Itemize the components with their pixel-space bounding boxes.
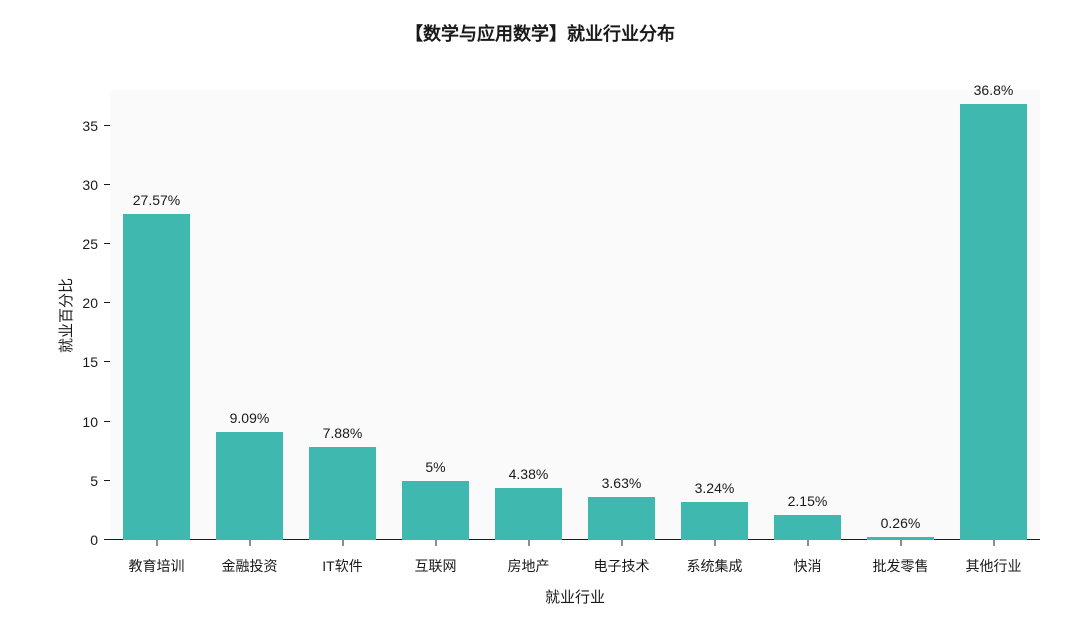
bar-value-label: 0.26% [881, 515, 921, 531]
bar-value-label: 36.8% [974, 82, 1014, 98]
x-tick-mark [900, 540, 901, 546]
x-tick-mark [249, 540, 250, 546]
bar: 3.24% [681, 502, 748, 540]
y-tick-mark [104, 125, 110, 126]
y-tick-mark [104, 539, 110, 540]
x-tick-label: 批发零售 [873, 556, 929, 576]
bar: 4.38% [495, 488, 562, 540]
bar: 27.57% [123, 214, 190, 540]
y-axis-label: 就业百分比 [55, 278, 76, 353]
x-tick-label: 互联网 [415, 556, 457, 576]
y-tick-mark [104, 480, 110, 481]
x-tick-label: 房地产 [508, 556, 550, 576]
x-tick-mark [342, 540, 343, 546]
x-tick-mark [435, 540, 436, 546]
y-tick-label: 35 [82, 118, 98, 134]
bar-value-label: 5% [425, 459, 445, 475]
bar: 7.88% [309, 447, 376, 540]
y-tick-label: 0 [90, 532, 98, 548]
bar: 2.15% [774, 515, 841, 540]
chart-title: 【数学与应用数学】就业行业分布 [0, 20, 1080, 46]
x-tick-mark [807, 540, 808, 546]
x-tick-mark [993, 540, 994, 546]
y-tick-mark [104, 302, 110, 303]
bar-value-label: 2.15% [788, 493, 828, 509]
bar: 3.63% [588, 497, 655, 540]
x-tick-label: 金融投资 [222, 556, 278, 576]
x-tick-mark [528, 540, 529, 546]
bar-value-label: 9.09% [230, 410, 270, 426]
x-tick-label: 电子技术 [594, 556, 650, 576]
x-tick-label: 系统集成 [687, 556, 743, 576]
y-tick-label: 20 [82, 295, 98, 311]
x-tick-label: IT软件 [322, 556, 362, 576]
y-tick-mark [104, 361, 110, 362]
bar: 9.09% [216, 432, 283, 540]
bar: 36.8% [960, 104, 1027, 540]
y-tick-label: 25 [82, 236, 98, 252]
plot-area: 0510152025303527.57%教育培训9.09%金融投资7.88%IT… [110, 90, 1040, 540]
y-tick-mark [104, 421, 110, 422]
bar-value-label: 27.57% [133, 192, 180, 208]
bar-value-label: 3.24% [695, 480, 735, 496]
y-tick-label: 10 [82, 414, 98, 430]
x-tick-mark [621, 540, 622, 546]
x-tick-label: 其他行业 [966, 556, 1022, 576]
bar: 5% [402, 481, 469, 540]
x-tick-mark [714, 540, 715, 546]
x-axis-label: 就业行业 [110, 586, 1040, 607]
y-tick-label: 15 [82, 354, 98, 370]
x-tick-mark [156, 540, 157, 546]
bar-value-label: 4.38% [509, 466, 549, 482]
x-tick-label: 教育培训 [129, 556, 185, 576]
x-tick-label: 快消 [794, 556, 822, 576]
bar-value-label: 3.63% [602, 475, 642, 491]
y-tick-mark [104, 184, 110, 185]
y-tick-mark [104, 243, 110, 244]
y-tick-label: 30 [82, 177, 98, 193]
y-tick-label: 5 [90, 473, 98, 489]
bar-value-label: 7.88% [323, 425, 363, 441]
